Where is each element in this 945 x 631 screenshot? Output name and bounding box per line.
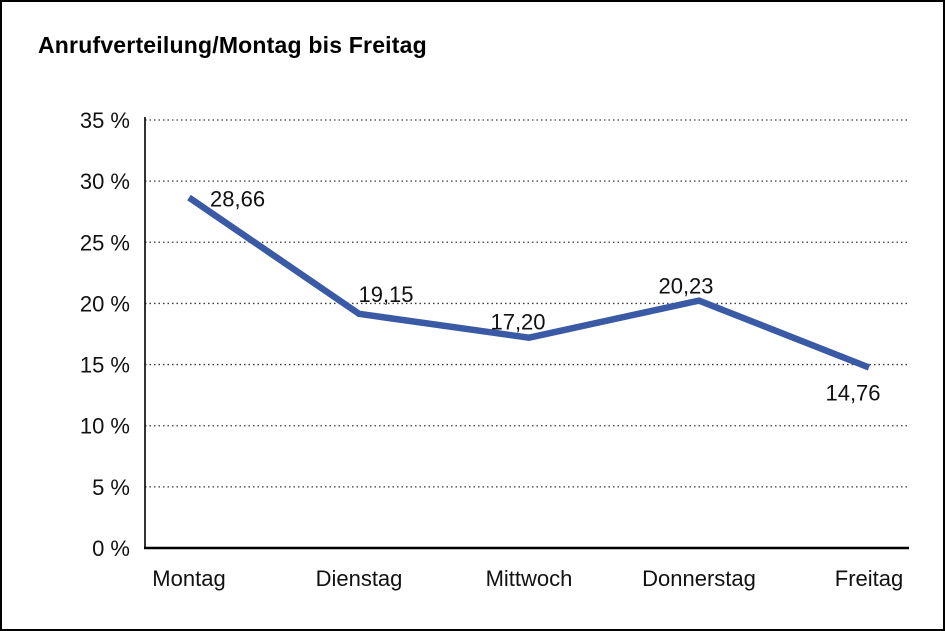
chart-title: Anrufverteilung/Montag bis Freitag	[38, 32, 427, 58]
x-axis-category-label: Donnerstag	[642, 566, 756, 591]
data-point-label: 17,20	[490, 310, 545, 335]
data-point-label: 28,66	[210, 187, 265, 212]
y-axis-tick-label: 10 %	[80, 414, 130, 439]
y-axis-tick-label: 20 %	[80, 291, 130, 316]
data-point-label: 19,15	[358, 282, 413, 307]
x-axis-category-label: Montag	[152, 566, 225, 591]
y-axis-tick-label: 25 %	[80, 230, 130, 255]
y-axis-tick-label: 35 %	[80, 108, 130, 133]
x-axis-category-label: Dienstag	[316, 566, 403, 591]
y-axis-tick-label: 30 %	[80, 169, 130, 194]
y-axis-tick-label: 0 %	[92, 536, 130, 561]
x-axis-category-label: Freitag	[835, 566, 903, 591]
x-axis-category-label: Mittwoch	[486, 566, 573, 591]
series-line	[187, 194, 871, 371]
data-point-label: 14,76	[825, 381, 880, 406]
y-axis-tick-label: 5 %	[92, 475, 130, 500]
y-axis-tick-label: 15 %	[80, 353, 130, 378]
data-point-label: 20,23	[658, 274, 713, 299]
